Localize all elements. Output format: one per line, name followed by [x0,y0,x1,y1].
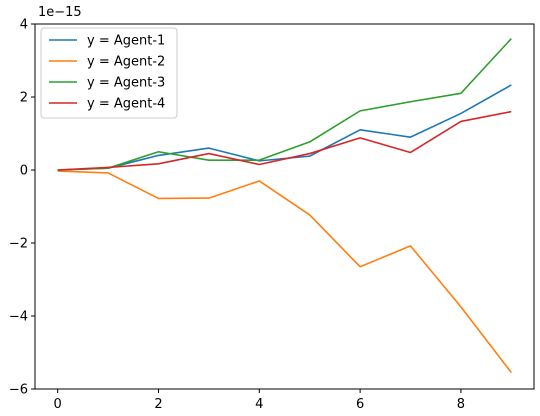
legend: y = Agent-1 y = Agent-2 y = Agent-3 y = Age… [40,27,178,119]
y-tick-label: 0 [20,164,28,179]
series-line-agent-2 [57,170,512,374]
y-tick-label: −4 [9,310,28,325]
y-tick-label: −2 [9,237,28,252]
x-tick-label: 4 [255,397,263,412]
legend-label-agent-2: y = Agent-2 [87,55,165,70]
series-line-agent-4 [57,110,512,171]
y-tick-label: −6 [9,383,28,398]
y-axis: −6 −4 −2 0 2 4 [9,18,35,398]
y-tick-label: 4 [20,18,28,33]
legend-label-agent-4: y = Agent-4 [87,97,165,112]
x-tick-label: 8 [457,397,465,412]
x-tick-label: 0 [54,397,62,412]
y-axis-offset-label: 1e−15 [38,5,82,20]
legend-box [40,27,178,119]
plot-area [57,38,512,374]
x-tick-label: 6 [356,397,364,412]
axes-frame [34,23,535,390]
x-tick-label: 2 [154,397,162,412]
legend-label-agent-3: y = Agent-3 [87,76,165,91]
legend-label-agent-1: y = Agent-1 [87,34,165,49]
y-tick-label: 2 [20,91,28,106]
series-line-agent-3 [57,38,512,171]
x-axis: 0 2 4 6 8 [54,389,465,412]
